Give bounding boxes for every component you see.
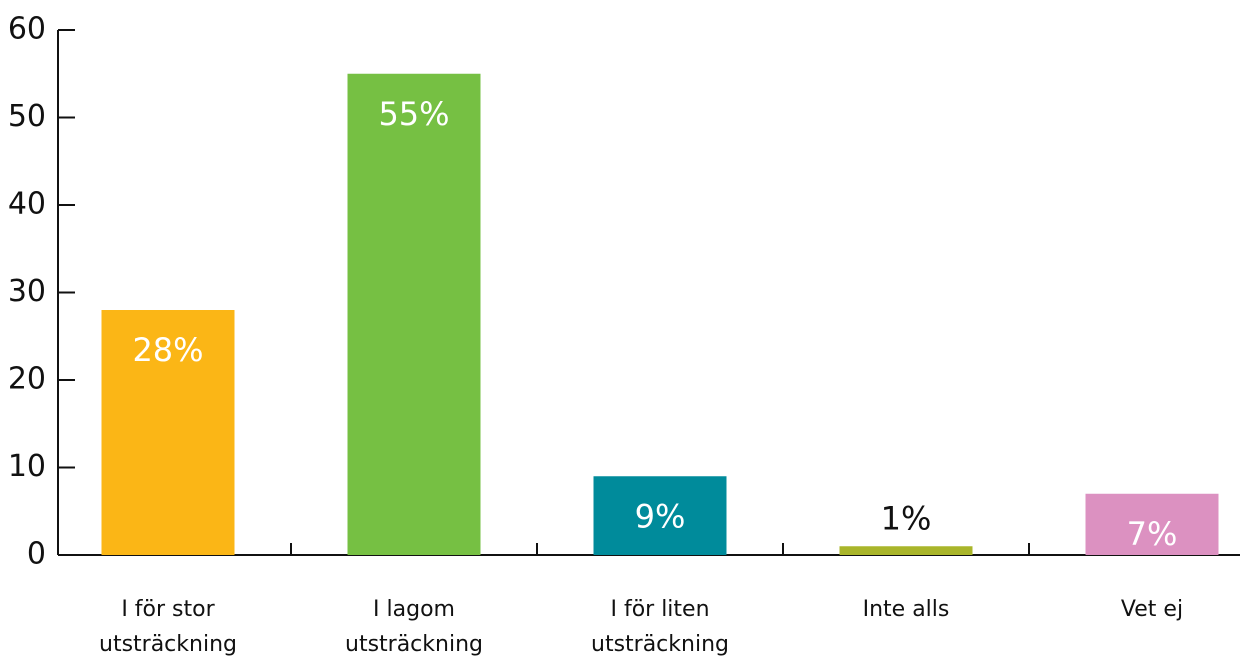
bar bbox=[101, 310, 235, 555]
y-tick-label: 30 bbox=[8, 274, 46, 309]
x-tick-label: Inte alls bbox=[863, 597, 950, 622]
data-label: 28% bbox=[132, 331, 203, 369]
x-tick-label: I för stor utsträckning bbox=[99, 597, 237, 657]
y-tick-label: 10 bbox=[8, 449, 46, 484]
x-tick-label: I för liten utsträckning bbox=[591, 597, 729, 657]
y-tick-label: 40 bbox=[8, 187, 46, 222]
data-label: 7% bbox=[1127, 515, 1178, 553]
data-label: 9% bbox=[635, 497, 686, 535]
data-label: 55% bbox=[378, 95, 449, 133]
y-tick-label: 50 bbox=[8, 99, 46, 134]
bar bbox=[1085, 493, 1219, 555]
x-tick-label: I lagom utsträckning bbox=[345, 597, 483, 657]
y-tick-label: 0 bbox=[27, 537, 46, 572]
bar bbox=[593, 476, 727, 555]
y-tick-label: 60 bbox=[8, 12, 46, 47]
bar bbox=[839, 546, 973, 555]
x-tick-label: Vet ej bbox=[1121, 597, 1183, 622]
data-label: 1% bbox=[881, 499, 932, 537]
y-tick-label: 20 bbox=[8, 362, 46, 397]
bar bbox=[347, 73, 481, 555]
